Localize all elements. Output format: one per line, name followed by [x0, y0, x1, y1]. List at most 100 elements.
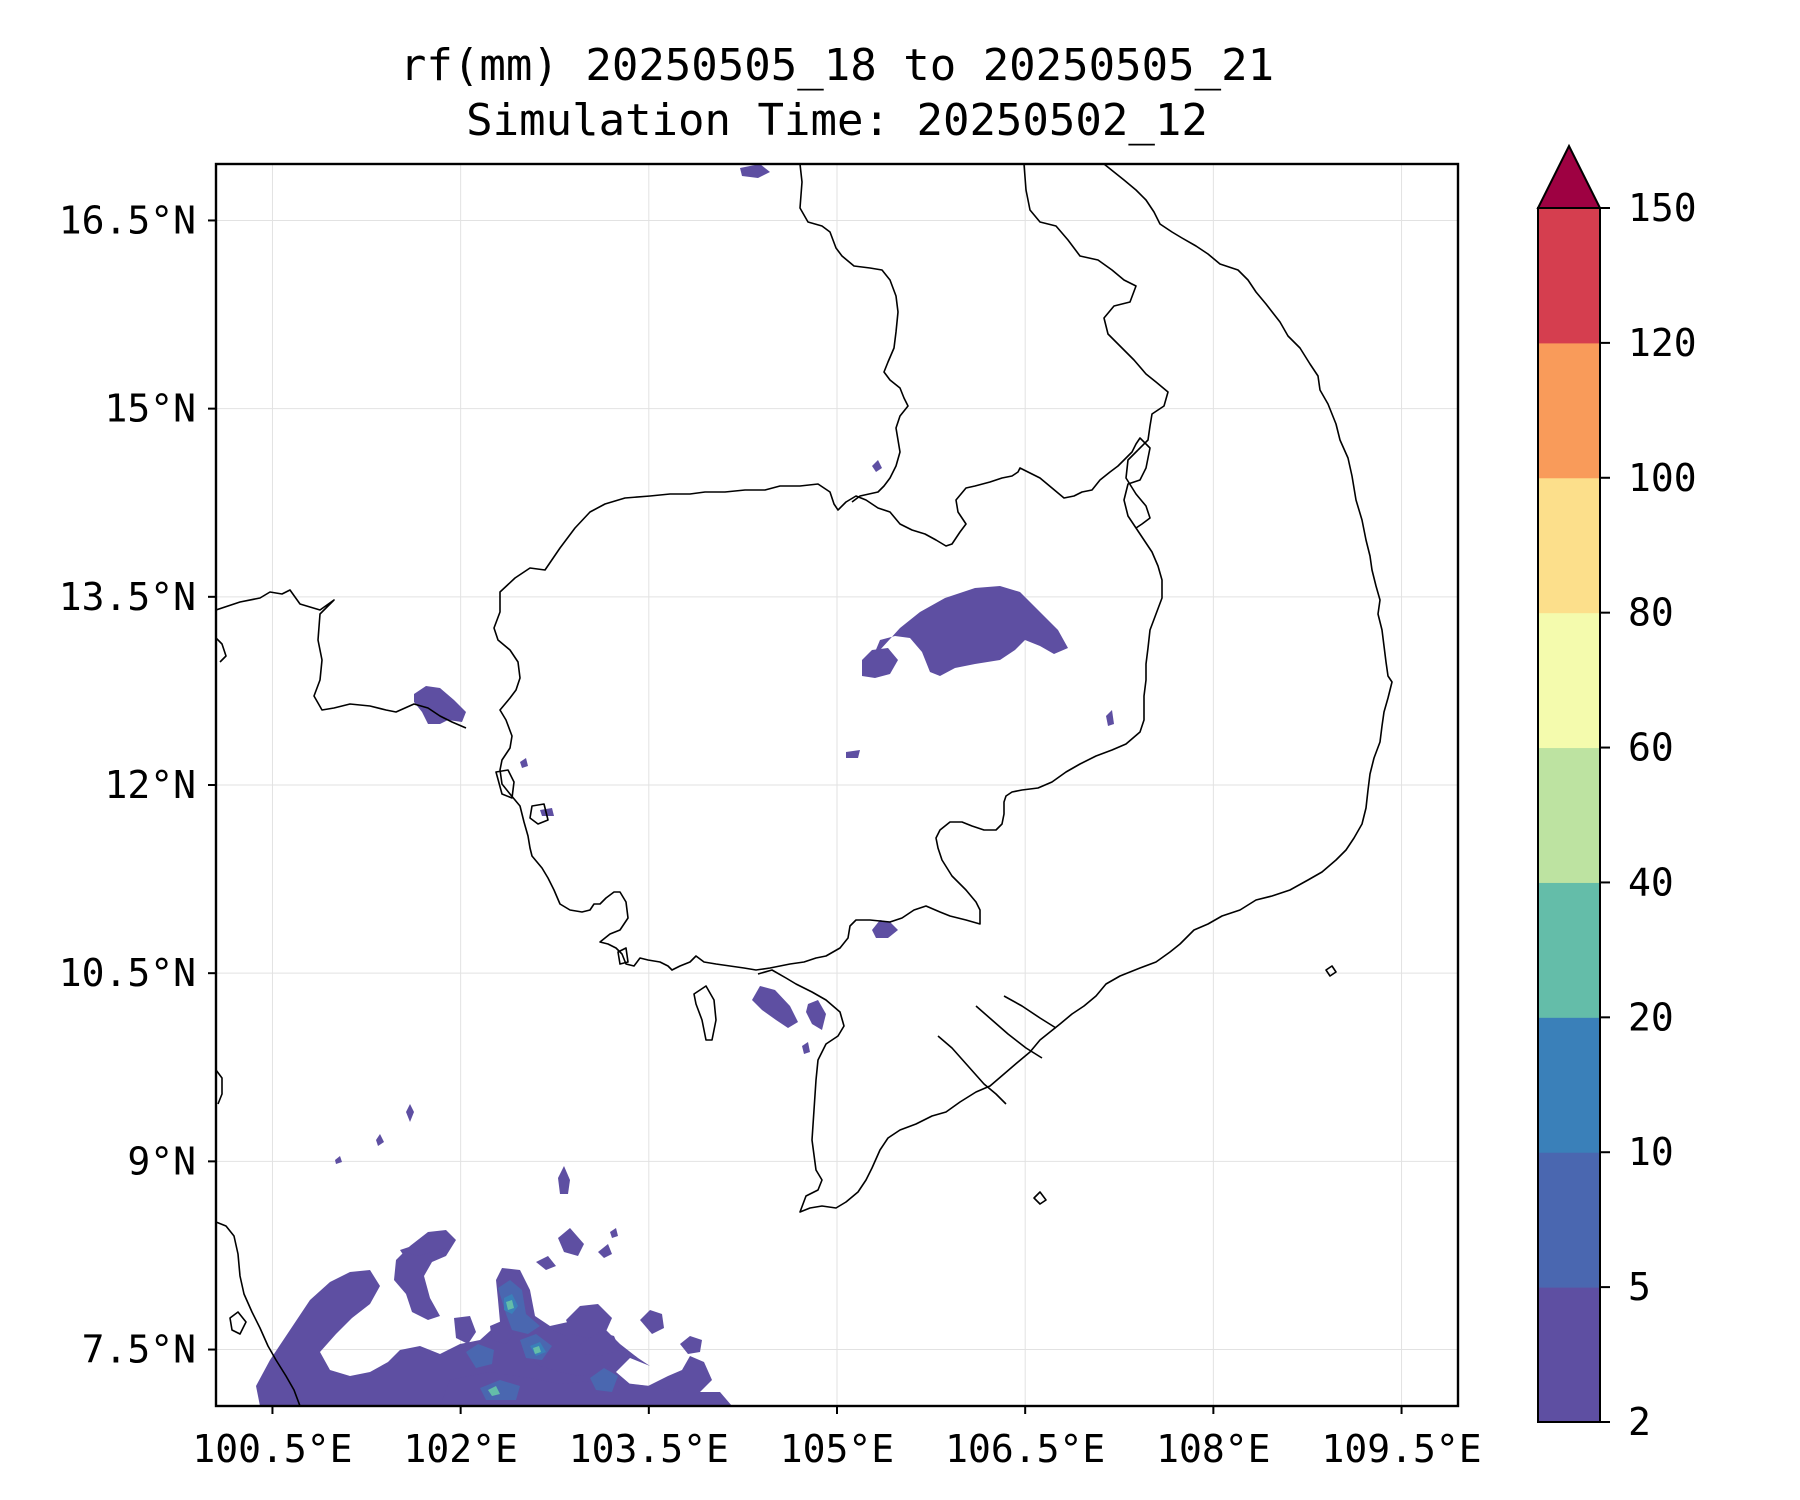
colorbar-segment-6: [1538, 477, 1600, 614]
rain-core-8: [506, 1300, 514, 1310]
rain-core-5: [480, 1380, 520, 1400]
island-con-dao: [1033, 1191, 1047, 1205]
lat-tick-label-3: 12°N: [104, 763, 196, 807]
mekong-delta-branch-2: [975, 1005, 1043, 1059]
lon-tick-label-0: 100.5°E: [192, 1427, 352, 1471]
lat-tick-label-5: 9°N: [127, 1139, 196, 1183]
lat-tick-label-6: 7.5°N: [82, 1328, 196, 1372]
border-thailand-cambodia-west: [216, 589, 467, 729]
border-laos-cambodia-vietnam: [1023, 164, 1169, 451]
lon-tick-label-6: 109.5°E: [1321, 1427, 1481, 1471]
rain-speck-gulf-4: [558, 1166, 570, 1194]
colorbar-tick-label-3: 20: [1628, 995, 1674, 1039]
lat-tick-label-0: 16.5°N: [59, 198, 196, 242]
rainfall-contours: [256, 164, 1114, 1406]
title-line-1: rf(mm) 20250505_18 to 20250505_21: [400, 40, 1274, 91]
map-gridlines: [216, 164, 1458, 1406]
rain-speck-gulf-3: [335, 1156, 342, 1164]
colorbar-tick-label-7: 100: [1628, 456, 1697, 500]
longitude-axis: 100.5°E 102°E 103.5°E 105°E 106.5°E 108°E 109.…: [192, 1406, 1482, 1471]
rain-cluster-upper-mid-2: [490, 1320, 514, 1344]
title-line-2: Simulation Time: 20250502_12: [466, 95, 1208, 146]
rain-cluster-right-1: [566, 1304, 612, 1338]
island-phu-quoc: [693, 985, 717, 1041]
rain-speck-gulf-8: [536, 1256, 556, 1270]
rain-cluster-right-3: [680, 1336, 702, 1354]
lon-tick-label-1: 102°E: [403, 1427, 517, 1471]
lon-tick-label-5: 108°E: [1156, 1427, 1270, 1471]
rain-patch-thai-coast: [414, 686, 466, 724]
colorbar-segment-2: [1538, 1017, 1600, 1153]
latitude-axis: 16.5°N 15°N 13.5°N 12°N 10.5°N 9°N 7.5°N: [59, 198, 216, 1372]
rain-core-4: [590, 1368, 618, 1392]
rain-speck-gulf-5: [558, 1228, 584, 1256]
colorbar-segment-3: [1538, 882, 1600, 1018]
lat-tick-label-1: 15°N: [104, 387, 196, 431]
lon-tick-label-3: 105°E: [780, 1427, 894, 1471]
coastlines-and-borders: [216, 164, 1393, 1406]
rain-cluster-upper-left: [404, 1234, 446, 1256]
colorbar-frame: [1537, 207, 1601, 1423]
colorbar-tick-label-0: 2: [1628, 1400, 1651, 1444]
colorbar-tick-label-1: 5: [1628, 1265, 1651, 1309]
rain-core-2: [466, 1344, 494, 1368]
map-area: [216, 164, 1458, 1406]
rain-speck-gulf-6: [598, 1244, 612, 1258]
colorbar-tick-label-8: 120: [1628, 321, 1697, 365]
coast-thailand-west-top: [216, 637, 227, 663]
rain-core-1: [498, 1280, 540, 1334]
rain-patch-south-coast-3: [806, 1000, 826, 1030]
rain-speck-gulf-2: [376, 1134, 384, 1146]
colorbar-segment-5: [1538, 612, 1600, 749]
rain-cluster-mid-2: [580, 1332, 620, 1356]
rain-patch-south-coast-1: [872, 920, 898, 938]
rain-speck-gulf-7: [610, 1228, 618, 1238]
mekong-delta-branch-3: [1003, 995, 1057, 1029]
colorbar-tick-label-2: 10: [1628, 1130, 1674, 1174]
colorbar-tick-label-4: 40: [1628, 860, 1674, 904]
island-gulf-small: [617, 947, 629, 965]
island-east-speck: [1325, 965, 1337, 977]
rain-speck-coast: [520, 758, 528, 768]
rain-cluster-right-2: [640, 1310, 664, 1334]
rain-core-10: [488, 1386, 500, 1396]
lon-tick-label-4: 106.5°E: [945, 1427, 1105, 1471]
border-laos-thailand: [799, 164, 909, 503]
island-gulf-west-1: [229, 1311, 247, 1335]
border-laos-vietnam-2: [1125, 449, 1151, 529]
rain-core-9: [533, 1346, 541, 1354]
rain-speck-gulf-1: [406, 1104, 414, 1122]
coast-thailand-west-edge: [216, 1069, 223, 1105]
rain-speck-center-south: [846, 750, 860, 758]
coast-vietnam-east: [757, 164, 1393, 1213]
island-koh-kong: [495, 769, 515, 799]
colorbar-segment-0: [1538, 1287, 1600, 1423]
colorbar-segment-8: [1538, 208, 1600, 344]
colorbar-tick-label-9: 150: [1628, 186, 1697, 230]
lat-tick-label-2: 13.5°N: [59, 575, 196, 619]
colorbar-tick-label-5: 60: [1628, 726, 1674, 770]
rain-speck-north-small: [872, 460, 882, 472]
rain-speck-south-coast-4: [802, 1042, 810, 1054]
colorbar-segment-1: [1538, 1152, 1600, 1288]
lat-tick-label-4: 10.5°N: [59, 951, 196, 995]
border-cambodia: [493, 437, 1163, 971]
rain-cluster-mid: [528, 1328, 620, 1376]
island-koh-rong: [529, 803, 549, 825]
rain-patch-south-coast-2: [752, 986, 798, 1028]
mekong-delta-branch-1: [937, 1035, 1007, 1105]
rain-speck-north-top: [740, 164, 770, 178]
rain-patch-central-cambodia: [865, 586, 1068, 676]
rain-cluster-upper-mid: [454, 1316, 476, 1344]
colorbar-extend-triangle: [1536, 143, 1602, 209]
colorbar-segment-4: [1538, 747, 1600, 883]
coast-thailand-gulf-west: [216, 1221, 301, 1406]
colorbar: 2 5 10 20 40 60 80 100 120 150: [1536, 143, 1697, 1444]
rain-patch-central-left: [862, 648, 898, 678]
colorbar-segment-7: [1538, 342, 1600, 479]
colorbar-tick-label-6: 80: [1628, 591, 1674, 635]
rain-speck-east: [1106, 710, 1114, 726]
rain-speck-west-gulf: [540, 808, 554, 816]
lon-tick-label-2: 103.5°E: [569, 1427, 729, 1471]
